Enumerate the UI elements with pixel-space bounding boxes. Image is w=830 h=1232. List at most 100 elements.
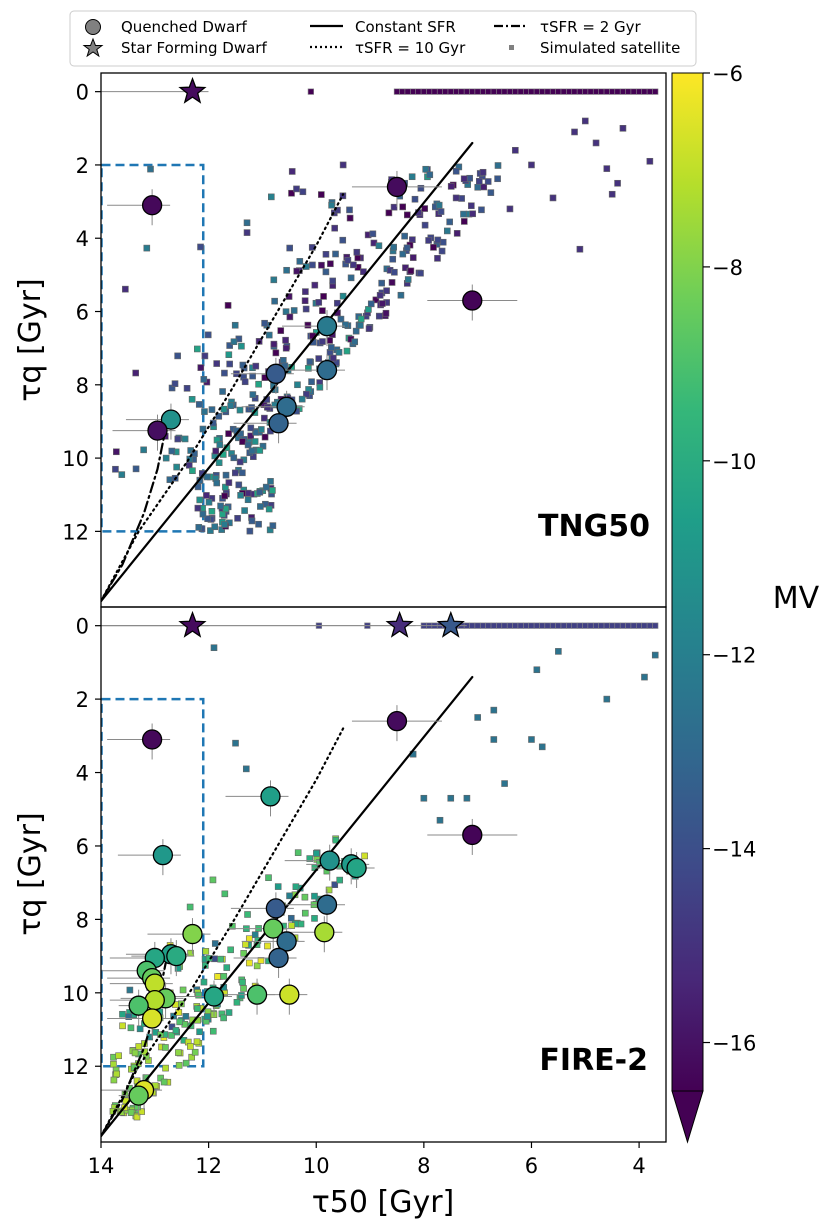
tng50-simulated-satellite <box>417 184 425 192</box>
fire2-simulated-satellite <box>200 978 208 986</box>
tng50-simulated-satellite <box>261 319 268 327</box>
fire2-simulated-satellite-zero <box>490 622 497 629</box>
fire2-quenched-dwarf <box>152 844 174 866</box>
tng50-simulated-satellite-zero <box>463 88 471 95</box>
tng50-simulated-satellite <box>549 194 557 202</box>
fire2-simulated-satellite <box>501 780 508 787</box>
x-tick-label: 4 <box>632 1154 645 1178</box>
fire2-simulated-satellite-zero <box>625 622 632 629</box>
fire2-simulated-satellite <box>274 883 282 890</box>
tng50-simulated-satellite <box>288 168 296 175</box>
tng50-simulated-satellite <box>417 269 424 277</box>
tng50-simulated-satellite <box>303 390 310 398</box>
tng50-y-axis-label: τq [Gyr] <box>13 278 48 401</box>
fire2-simulated-satellite <box>168 1023 176 1031</box>
fire2-simulated-satellite <box>232 739 239 747</box>
tng50-simulated-satellite <box>512 146 519 154</box>
tng50-simulated-satellite-zero <box>506 88 514 95</box>
tng50-simulated-satellite <box>200 376 208 383</box>
tng50-simulated-satellite <box>237 492 244 499</box>
tng50-simulated-satellite <box>326 337 333 344</box>
tng50-simulated-satellite-zero <box>603 88 610 95</box>
tng50-simulated-satellite <box>302 305 310 313</box>
legend-satellite-label: Simulated satellite <box>540 39 680 57</box>
x-tick-label: 10 <box>303 1154 330 1178</box>
tng50-simulated-satellite <box>306 358 314 365</box>
fire2-simulated-satellite <box>210 644 218 652</box>
tng50-simulated-satellite <box>399 250 407 258</box>
fire2-simulated-satellite <box>176 1018 183 1026</box>
fire2-simulated-satellite <box>127 1024 135 1032</box>
legend-tau10-label: τSFR = 10 Gyr <box>355 39 466 57</box>
tng50-y-tick-label: 10 <box>62 447 89 471</box>
fire2-simulated-satellite <box>225 1009 233 1016</box>
tng50-simulated-satellite <box>411 195 419 203</box>
tng50-simulated-satellite-zero <box>560 88 567 95</box>
tng50-simulated-satellite <box>339 161 347 169</box>
fire2-simulated-satellite <box>188 1053 195 1061</box>
tng50-simulated-satellite <box>248 447 256 455</box>
tng50-simulated-satellite <box>269 522 277 529</box>
tng50-simulated-satellite <box>404 276 412 283</box>
colorbar-tick-label: −12 <box>712 644 756 668</box>
tng50-simulated-satellite <box>330 354 337 362</box>
tng50-simulated-satellite <box>140 446 147 454</box>
tng50-simulated-satellite <box>257 503 264 510</box>
tng50-simulated-satellite <box>365 306 372 313</box>
legend-satellite-marker <box>509 45 514 50</box>
fire2-simulated-satellite <box>301 893 309 901</box>
tng50-simulated-satellite-zero <box>528 88 535 95</box>
tng50-simulated-satellite <box>225 430 232 437</box>
fire2-simulated-satellite <box>301 909 309 917</box>
fire2-simulated-satellite-zero <box>619 622 627 629</box>
tng50-simulated-satellite <box>220 405 228 413</box>
fire2-simulated-satellite <box>113 1070 121 1078</box>
x-axis-label: τ50 [Gyr] <box>312 1185 455 1220</box>
tng50-simulated-satellite <box>270 276 278 284</box>
tng50-simulated-satellite <box>315 299 323 306</box>
tng50-simulated-satellite <box>434 236 442 244</box>
fire2-simulated-satellite <box>193 1005 201 1012</box>
tng50-simulated-satellite <box>383 287 390 295</box>
tng50-simulated-satellite <box>236 458 244 466</box>
tng50-simulated-satellite <box>304 321 312 329</box>
tng50-simulated-satellite <box>256 488 264 496</box>
tng50-simulated-satellite <box>173 463 180 471</box>
tng50-simulated-satellite-zero <box>474 88 481 95</box>
tng50-simulated-satellite <box>168 447 176 455</box>
tng50-simulated-satellite <box>183 385 191 392</box>
tng50-simulated-satellite <box>308 378 315 386</box>
tng50-simulated-satellite <box>301 297 309 305</box>
tng50-simulated-satellite <box>350 261 357 269</box>
fire2-simulated-satellite-zero <box>485 622 492 629</box>
colorbar-ticks: −6 −8 −10 −12 −14 −16 <box>703 62 756 1056</box>
tng50-simulated-satellite-zero <box>512 88 519 95</box>
fire2-simulated-satellite <box>221 890 229 898</box>
fire2-y-tick-label: 4 <box>76 762 89 786</box>
tng50-simulated-satellite <box>221 492 228 500</box>
tng50-simulated-satellite <box>270 340 278 348</box>
fire2-quenched-dwarf <box>316 894 338 915</box>
fire2-simulated-satellite-zero <box>560 622 567 629</box>
tng50-simulated-satellite <box>171 380 179 387</box>
tng50-simulated-satellite <box>469 210 476 218</box>
tng50-simulated-satellite <box>388 279 396 286</box>
fire2-simulated-satellite <box>313 850 320 857</box>
tng50-simulated-satellite-zero <box>420 88 427 95</box>
fire2-quenched-dwarf <box>260 786 281 807</box>
tng50-simulated-satellite <box>506 205 514 213</box>
tng50-simulated-satellite <box>357 315 365 323</box>
tng50-simulated-satellite <box>311 281 319 289</box>
tng50-simulated-satellite <box>346 206 353 214</box>
tng50-simulated-satellite <box>357 322 364 329</box>
tng50-quenched-dwarf <box>276 396 297 417</box>
tng50-simulated-satellite <box>251 438 259 445</box>
tng50-simulated-satellite <box>118 471 126 478</box>
tng50-simulated-satellite <box>426 171 434 179</box>
fire2-simulated-satellite <box>203 1013 211 1020</box>
tng50-simulated-satellite-zero <box>393 88 401 95</box>
tng50-simulated-satellite <box>435 201 443 209</box>
fire2-simulated-satellite <box>265 874 272 882</box>
tng50-simulated-satellite <box>162 454 170 462</box>
tng50-simulated-satellite-zero <box>646 88 653 95</box>
